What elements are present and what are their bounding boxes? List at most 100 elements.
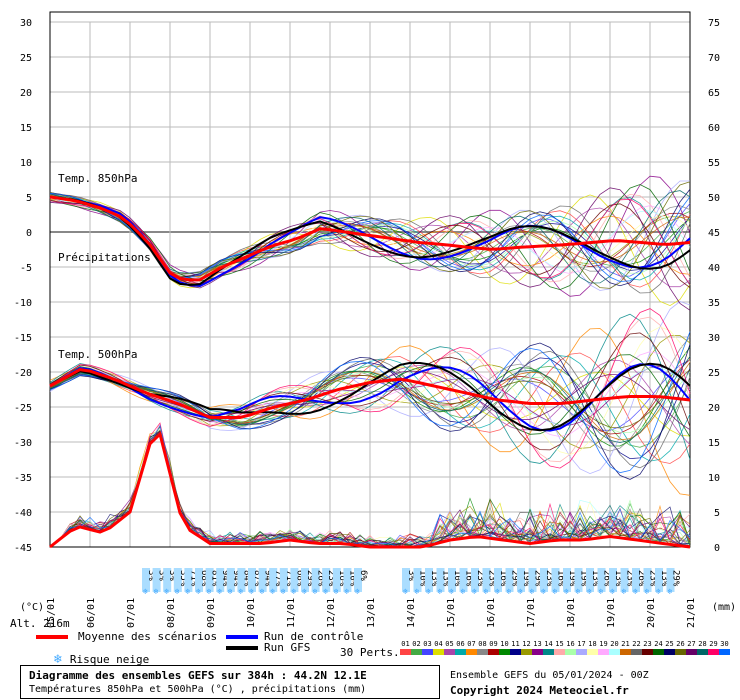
left-tick-label: 20 [20, 88, 32, 99]
snow-run2-pct: 26% [636, 570, 646, 587]
pert-legend-num: 13 [533, 640, 542, 648]
pert-legend-num: 15 [555, 640, 564, 648]
legend-mean-label: Moyenne des scénarios [78, 630, 218, 643]
legend-mean-swatch [36, 634, 68, 639]
pert-line-t500 [49, 367, 691, 431]
snow-run2-bar [505, 568, 514, 592]
snow-run2-bar [597, 568, 606, 592]
snow-run2-pct: 29% [510, 570, 520, 587]
snow-run2-bar [494, 568, 502, 592]
pert-legend-num: 25 [665, 640, 674, 648]
snowflake-icon: ❄ [541, 587, 546, 596]
pert-legend-num: 02 [412, 640, 421, 648]
snowflake-icon: ❄ [461, 587, 466, 596]
pert-line-t500 [49, 331, 691, 474]
perturbation-legend: 01 02 03 04 05 06 07 08 09 10 11 12 13 14 15 16 17 18 19 20… [400, 640, 730, 660]
snow-run2-pct: 10% [452, 570, 462, 587]
left-tick-label: 10 [20, 158, 32, 169]
pert-legend-item: 01 [400, 640, 411, 655]
right-tick-label: 75 [708, 18, 720, 29]
right-tick-label: 15 [708, 438, 720, 449]
date-label: 15/01 [446, 598, 457, 628]
footer-box: Diagramme des ensembles GEFS sur 384h : … [20, 665, 440, 699]
right-tick-label: 20 [708, 403, 720, 414]
snow-run2-pct: 16% [464, 570, 474, 587]
main-series [49, 195, 691, 549]
snow-run2-bar [448, 568, 456, 592]
pert-legend-item: 09 [488, 640, 499, 655]
date-label: 14/01 [406, 598, 417, 628]
snowflake-icon: ❄ [564, 587, 569, 596]
snow-run2-bar [620, 568, 629, 592]
left-tick-label: 25 [20, 53, 32, 64]
pert-legend-num: 21 [621, 640, 630, 648]
legend-control-label: Run de contrôle [264, 630, 364, 643]
snowflake-icon: ❄ [355, 587, 360, 596]
pert-legend-num: 24 [654, 640, 663, 648]
pert-legend-num: 19 [599, 640, 608, 648]
snowflake-icon: ❄ [260, 587, 265, 596]
snowflake-icon: ❄ [323, 587, 328, 596]
snowflake-icon: ❄ [313, 587, 318, 596]
date-label: 06/01 [86, 598, 97, 628]
snowflake-icon: ❄ [645, 587, 650, 596]
pert-legend-item: 12 [521, 640, 532, 655]
snow-run2-pct: 13% [429, 570, 439, 587]
left-tick-label: -5 [20, 263, 32, 274]
pert-line-precip [49, 424, 691, 548]
snow-run1-pct: 71% [188, 570, 198, 587]
date-label: 05/01 [46, 598, 57, 628]
snow-run1-pct: 6% [358, 570, 368, 581]
snow-run1-bar [279, 568, 288, 592]
right-tick-label: 0 [714, 543, 720, 554]
snow-run1-pct: 3% [146, 570, 156, 581]
snow-run2-pct: 29% [533, 570, 543, 587]
snowflake-icon: ❄ [175, 587, 180, 596]
snowflake-icon: ❄ [438, 587, 443, 596]
pert-legend-item: 23 [642, 640, 653, 655]
snow-run2-pct: 23% [625, 570, 635, 587]
pert-legend-num: 20 [610, 640, 619, 648]
pert-legend-item: 02 [411, 640, 422, 655]
pert-legend-num: 14 [544, 640, 553, 648]
snow-run1-bar [332, 568, 341, 592]
legend-perts: 30 Perts. [340, 646, 400, 659]
left-tick-label: 30 [20, 18, 32, 29]
left-tick-label: 0 [26, 228, 32, 239]
snow-run1-bar [258, 568, 267, 592]
snow-run1-pct: 23% [326, 570, 336, 587]
snow-run1-bar [301, 568, 309, 592]
pert-legend-item: 30 [719, 640, 730, 655]
pert-legend-item: 21 [620, 640, 631, 655]
mean-line-t850 [49, 195, 691, 282]
pert-legend-item: 10 [499, 640, 510, 655]
label-t850: Temp. 850hPa [58, 172, 137, 185]
left-tick-label: -20 [14, 368, 32, 379]
right-tick-label: 50 [708, 193, 720, 204]
pert-line-t500 [49, 335, 691, 449]
snow-run2-bar [666, 568, 675, 592]
pert-legend-num: 06 [456, 640, 465, 648]
pert-legend-item: 05 [444, 640, 455, 655]
pert-line-t500 [49, 356, 691, 444]
snow-run1-bar [205, 568, 214, 592]
date-label: 18/01 [566, 598, 577, 628]
pert-legend-num: 07 [467, 640, 476, 648]
snowflake-icon: ❄ [334, 587, 339, 596]
pert-legend-num: 30 [720, 640, 729, 648]
pert-legend-num: 17 [577, 640, 586, 648]
right-tick-label: 70 [708, 53, 720, 64]
date-label: 21/01 [686, 598, 697, 628]
snow-run1-pct: 81% [210, 570, 220, 587]
grid-layer [49, 11, 691, 548]
snow-run2-bar [574, 568, 583, 592]
snowflake-icon: ❄ [196, 587, 201, 596]
pert-legend-item: 15 [554, 640, 565, 655]
pert-legend-swatch [521, 649, 532, 655]
legend-mean: Moyenne des scénarios [36, 630, 217, 643]
left-tick-label: -35 [14, 473, 32, 484]
left-tick-label: -30 [14, 438, 32, 449]
pert-legend-item: 26 [675, 640, 686, 655]
snow-run1-pct: 68% [199, 570, 209, 587]
